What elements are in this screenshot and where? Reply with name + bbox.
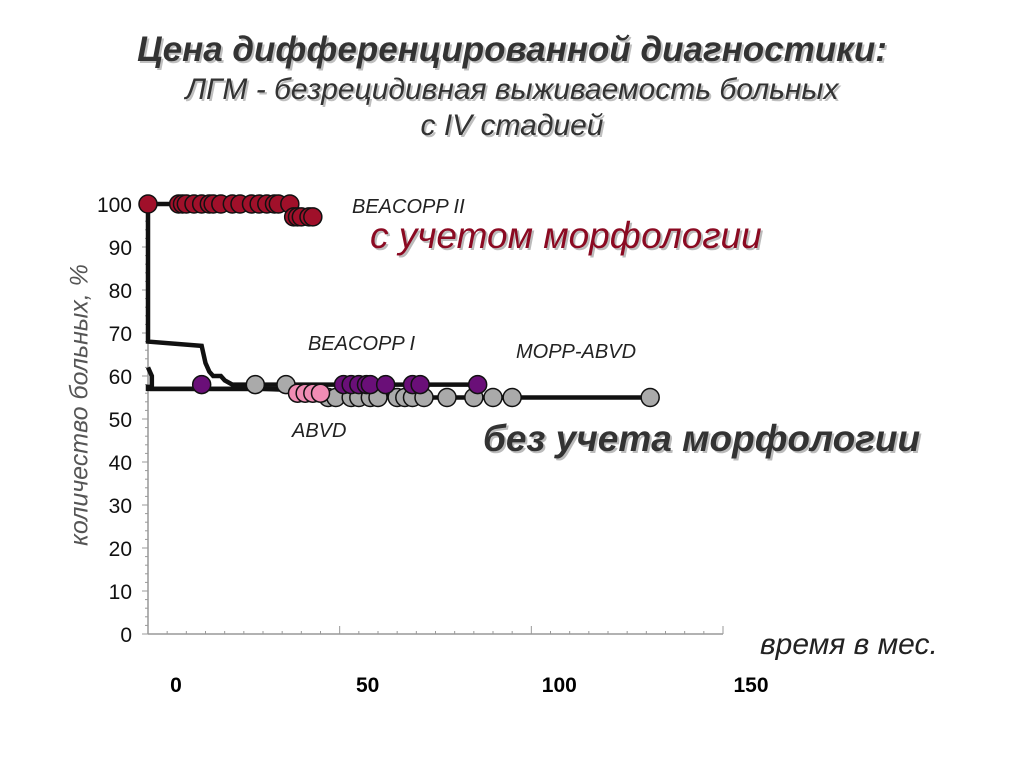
y-tick-label: 10 [109, 581, 132, 604]
y-tick-label: 80 [109, 280, 132, 303]
title-line-2: ЛГМ - безрецидивная выживаемость больных [185, 73, 839, 106]
y-tick-label: 100 [97, 194, 132, 217]
series-label-beacopp-ii: BEACOPP II [352, 196, 465, 218]
y-tick-label: 40 [109, 452, 132, 475]
x-tick-label: 0 [170, 674, 182, 697]
title-line-1: Цена дифференцированной диагностики: [137, 30, 887, 69]
censor-mark-mopp-abvd [437, 387, 457, 408]
y-tick-label: 70 [109, 323, 132, 346]
censor-mark-abvd [310, 383, 331, 403]
series-label-beacopp-i: BEACOPP I [308, 333, 416, 355]
slide-title: Цена дифференцированной диагностики: ЛГМ… [0, 28, 1024, 144]
y-tick-label: 20 [109, 538, 132, 561]
annotation-with-morphology: с учетом морфологии [370, 215, 762, 256]
y-axis-label: количество больных, % [65, 264, 94, 546]
censor-mark-mopp-abvd [640, 387, 660, 408]
censor-mark-mopp-abvd [483, 387, 503, 408]
censor-mark-beacopp-i [375, 374, 396, 395]
censor-mark-beacopp-ii [138, 194, 158, 214]
censor-mark-mopp-abvd [245, 374, 266, 395]
y-tick-label: 60 [109, 366, 132, 389]
title-line-3: с IV стадией [420, 109, 604, 142]
annotation-without-morphology: без учета морфологии [483, 418, 921, 459]
x-tick-label: 50 [356, 674, 379, 697]
y-tick-label: 50 [109, 409, 132, 432]
y-tick-label: 30 [109, 495, 132, 518]
y-tick-label: 0 [120, 624, 132, 647]
x-tick-label: 100 [542, 674, 577, 697]
x-tick-label: 150 [733, 674, 768, 697]
censor-mark-beacopp-ii [303, 207, 323, 227]
series-label-abvd: ABVD [292, 420, 347, 442]
series-label-mopp-abvd: MOPP-ABVD [516, 341, 637, 363]
censor-mark-beacopp-i [410, 374, 430, 395]
x-axis-label: время в мес. [760, 628, 938, 661]
censor-mark-beacopp-i [191, 374, 212, 395]
y-tick-label: 90 [109, 237, 132, 260]
censor-mark-beacopp-i [467, 374, 488, 395]
censor-mark-mopp-abvd [502, 387, 522, 408]
